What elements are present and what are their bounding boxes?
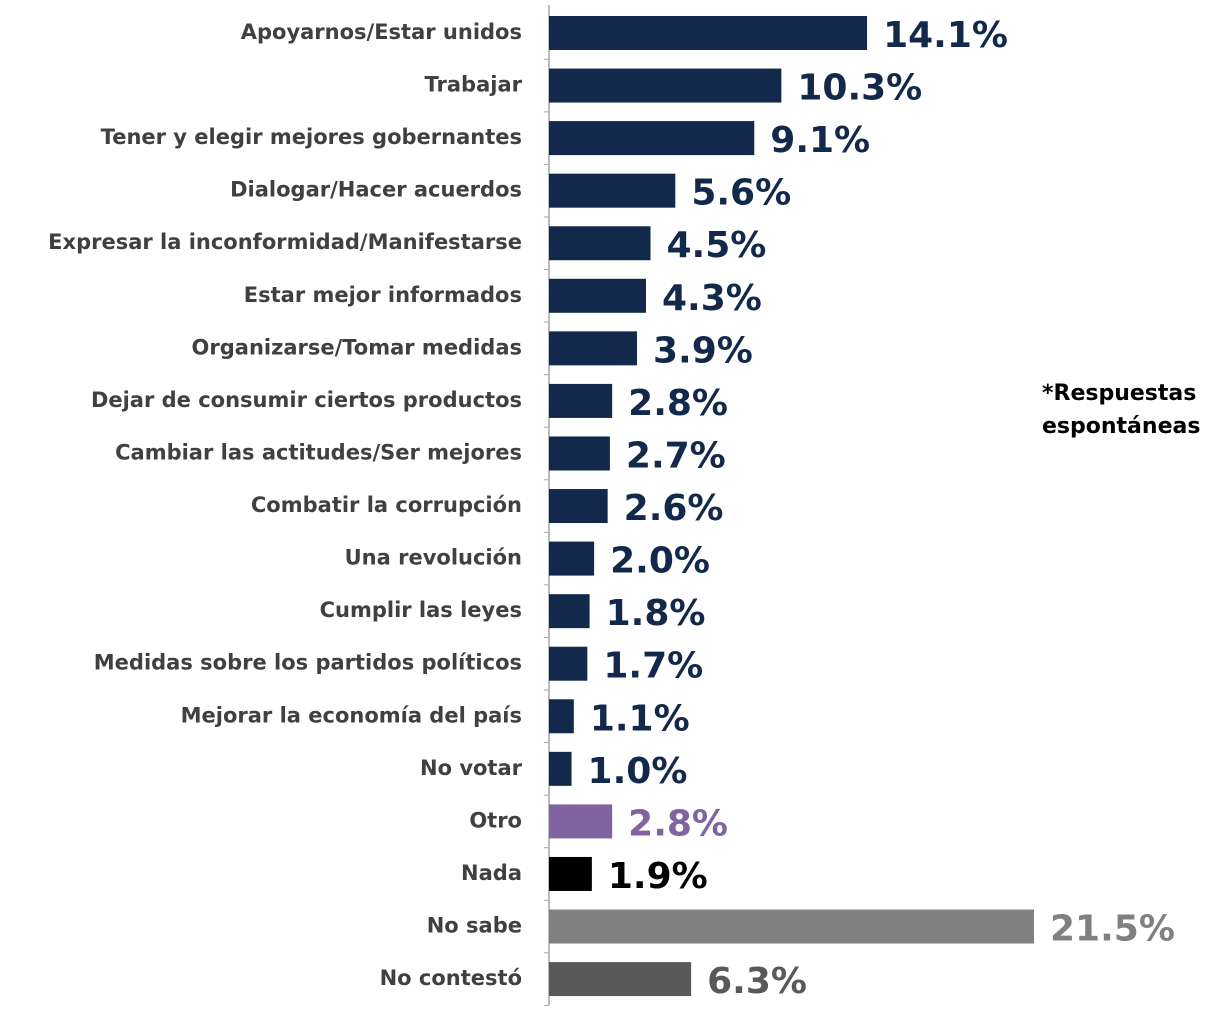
bar — [549, 856, 592, 891]
bar — [549, 699, 574, 734]
annotation: espontáneas — [1042, 414, 1200, 439]
y-tick-label: Otro — [469, 808, 522, 832]
bar — [549, 278, 646, 313]
data-label: 2.7% — [626, 435, 726, 476]
y-tick-label: Una revolución — [345, 546, 522, 570]
bar — [549, 16, 868, 50]
y-tick-label: Combatir la corrupción — [251, 493, 522, 517]
data-label: 2.0% — [610, 541, 710, 582]
data-label: 2.8% — [628, 383, 728, 424]
y-tick-label: No contestó — [380, 966, 522, 990]
bar — [549, 68, 782, 103]
bar — [549, 541, 595, 576]
y-tick-label: No sabe — [427, 914, 522, 938]
y-tick-label: Cumplir las leyes — [320, 598, 522, 622]
bar — [549, 226, 651, 261]
bar — [549, 594, 590, 629]
data-label: 1.1% — [590, 698, 690, 739]
data-label: 4.5% — [667, 225, 767, 266]
bar — [549, 331, 637, 366]
y-tick-label: Dejar de consumir ciertos productos — [91, 388, 522, 412]
annotation: *Respuestas — [1042, 381, 1196, 406]
y-tick-label: Nada — [461, 861, 522, 885]
y-tick-label: Trabajar — [425, 73, 523, 97]
data-label: 14.1% — [883, 15, 1008, 56]
data-label: 1.7% — [603, 646, 703, 687]
data-label: 4.3% — [662, 278, 762, 319]
data-label: 1.0% — [588, 751, 688, 792]
data-label: 6.3% — [707, 961, 807, 1002]
data-label: 2.6% — [624, 488, 724, 529]
bar — [549, 962, 692, 997]
data-label: 3.9% — [653, 330, 753, 371]
bar — [549, 436, 610, 471]
data-label: 5.6% — [691, 173, 791, 214]
y-tick-label: Expresar la inconformidad/Manifestarse — [48, 230, 522, 254]
data-label: 10.3% — [797, 68, 922, 109]
data-label: 2.8% — [628, 803, 728, 844]
bar — [549, 804, 613, 839]
bar — [549, 909, 1034, 944]
y-tick-label: Medidas sobre los partidos políticos — [94, 651, 522, 675]
data-label: 21.5% — [1050, 909, 1175, 950]
data-label: 9.1% — [770, 120, 870, 161]
y-tick-label: Organizarse/Tomar medidas — [192, 335, 522, 359]
y-tick-label: No votar — [420, 756, 523, 780]
bar — [549, 646, 588, 681]
y-tick-label: Apoyarnos/Estar unidos — [241, 20, 522, 44]
data-label: 1.9% — [608, 856, 708, 897]
bar — [549, 173, 676, 208]
y-tick-label: Dialogar/Hacer acuerdos — [230, 178, 522, 202]
data-label: 1.8% — [606, 593, 706, 634]
y-tick-label: Mejorar la economía del país — [181, 703, 522, 727]
bar — [549, 751, 572, 786]
y-tick-label: Tener y elegir mejores gobernantes — [101, 125, 522, 149]
y-tick-label: Estar mejor informados — [244, 283, 522, 307]
bar — [549, 121, 755, 156]
bar — [549, 383, 613, 418]
bar — [549, 489, 608, 524]
y-tick-label: Cambiar las actitudes/Ser mejores — [115, 440, 522, 464]
